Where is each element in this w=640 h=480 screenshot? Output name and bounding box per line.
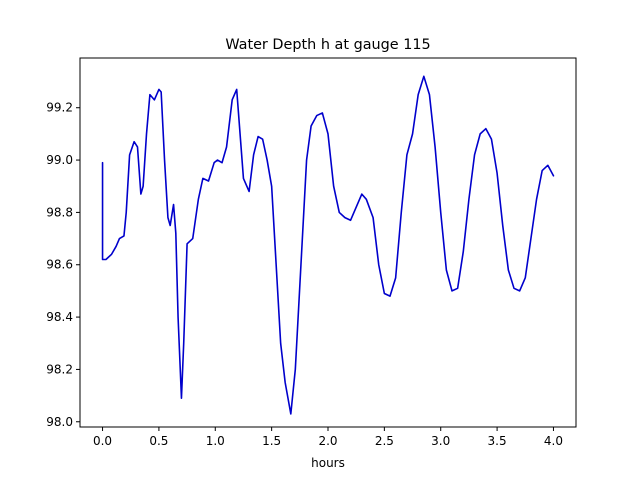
y-tick-label: 98.0	[46, 415, 73, 429]
x-tick-label: 4.0	[544, 434, 563, 448]
x-tick-label: 3.0	[431, 434, 450, 448]
axes-layer: 0.0 0.5 1.0 1.5 2.0 2.5 3.0 3.5 4.0 98.0 98.2 98.4 9…	[46, 101, 563, 448]
plot-data-layer	[101, 75, 555, 415]
x-tick-label: 0.5	[149, 434, 168, 448]
y-tick-label: 98.8	[46, 205, 73, 219]
x-tick-label: 1.5	[262, 434, 281, 448]
x-tick-label: 1.0	[206, 434, 225, 448]
x-tick-label: 2.0	[318, 434, 337, 448]
y-tick-label: 98.2	[46, 362, 73, 376]
plot-frame	[79, 57, 577, 428]
x-tick-label: 0.0	[93, 434, 112, 448]
x-tick-label: 2.5	[375, 434, 394, 448]
series-line-0	[101, 75, 555, 415]
x-tick-label: 3.5	[488, 434, 507, 448]
y-tick-label: 99.0	[46, 153, 73, 167]
y-tick-label: 98.6	[46, 258, 73, 272]
x-axis-title: hours	[311, 456, 345, 470]
y-tick-label: 99.2	[46, 101, 73, 115]
y-tick-label: 98.4	[46, 310, 73, 324]
chart-title: Water Depth h at gauge 115	[225, 37, 430, 53]
